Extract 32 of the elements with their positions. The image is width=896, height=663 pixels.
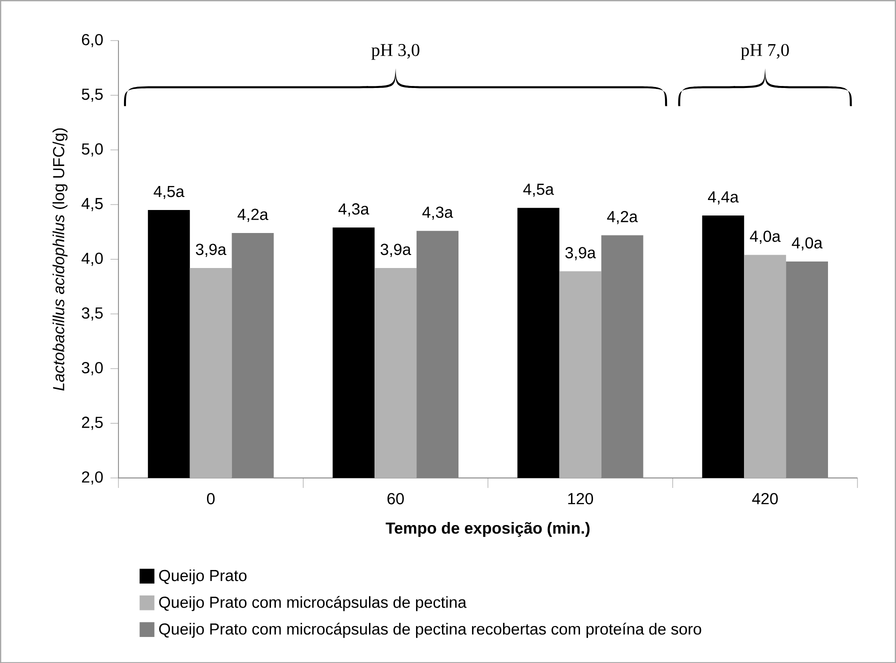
annotation: pH 7,0 xyxy=(740,44,789,60)
data-label: 4,5a xyxy=(154,186,184,199)
legend-label: Queijo Prato com microcápsulas de pectina xyxy=(159,596,467,611)
data-label: 3,9a xyxy=(196,244,226,257)
y-tick-label: 4,5 xyxy=(82,198,103,211)
x-tick-label: 420 xyxy=(752,492,778,504)
x-axis-title: Tempo de exposição (min.) xyxy=(386,522,590,537)
annotation: pH 3,0 xyxy=(371,44,420,60)
data-label: 4,0a xyxy=(792,237,823,250)
data-label: 4,2a xyxy=(238,208,268,222)
data-label: 3,9a xyxy=(380,244,412,257)
data-label: 3,9a xyxy=(565,246,596,260)
data-label: 4,3a xyxy=(422,206,454,220)
y-tick-label: 2,0 xyxy=(82,471,103,484)
data-label: 4,5a xyxy=(523,184,554,197)
legend-label: Queijo Prato com microcápsulas de pectina recobertas com proteína de soro xyxy=(159,622,702,638)
data-label: 4,2a xyxy=(607,210,638,224)
x-tick-label: 120 xyxy=(568,492,594,504)
x-tick-label: 0 xyxy=(207,492,215,504)
y-tick-label: 5,0 xyxy=(82,143,103,156)
y-tick-label: 4,0 xyxy=(82,252,103,266)
data-label: 4,4a xyxy=(708,191,739,204)
data-label: 4,3a xyxy=(338,203,370,216)
y-tick-label: 5,5 xyxy=(82,88,103,102)
x-tick-label: 60 xyxy=(388,492,404,504)
legend-label: Queijo Prato xyxy=(159,569,247,584)
y-tick-label: 2,5 xyxy=(82,416,103,430)
y-tick-label: 3,0 xyxy=(82,362,103,376)
y-tick-label: 6,0 xyxy=(82,34,103,47)
y-axis-title: Lactobacillus acidophilus (log UFC/g) xyxy=(52,128,68,390)
data-label: 4,0a xyxy=(750,230,781,244)
y-tick-label: 3,5 xyxy=(82,307,103,320)
